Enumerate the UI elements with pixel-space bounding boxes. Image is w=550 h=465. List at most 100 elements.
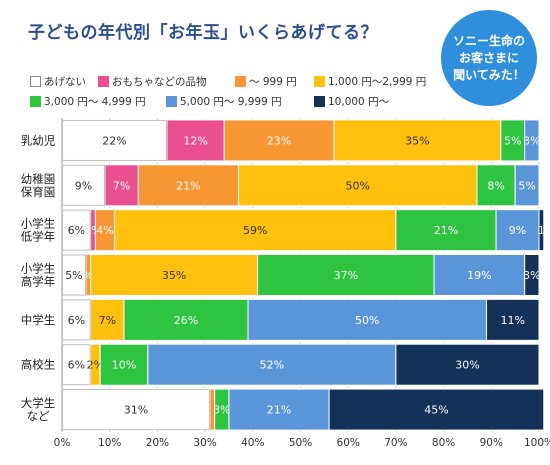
bar-segment [395,343,540,386]
bar-segment [62,389,210,431]
data-label: 23% [267,134,291,147]
badge-line-1: ソニー生命の [452,33,525,48]
badge-line-2: お客さまに [458,50,519,65]
legend-swatch [98,76,109,87]
bar-segment [524,254,540,296]
data-label: 45% [424,404,448,417]
data-label: 21% [176,179,200,192]
data-label: 37% [334,269,358,282]
bar-segment [147,343,397,386]
bar-segment [104,164,139,207]
legend-item-under-1000: ～ 999 円 [235,74,297,89]
data-label: 4% [96,224,113,237]
bar-segment [137,164,239,207]
category-label: 保育園 [21,185,56,199]
data-label: 5% [65,269,82,282]
category-label: 高学年 [21,275,56,289]
data-label: 30% [455,359,479,372]
none-segment-outline [62,299,91,341]
data-label: 3% [213,404,230,417]
data-label: 10% [112,359,136,372]
none-segment-outline [62,344,91,386]
x-tick-label: 80% [432,437,455,449]
category-label: など [27,409,50,423]
data-label: 26% [174,314,198,327]
data-label: 59% [243,224,267,237]
bar-segment [223,119,335,162]
data-label: 12% [183,134,207,147]
none-segment-outline [62,119,167,161]
data-label: 35% [405,134,429,147]
data-label: 21% [434,224,458,237]
data-label: 22% [102,134,126,147]
data-label: 8% [487,179,504,192]
bar-segment [113,209,397,252]
data-label: % [83,269,93,282]
legend-swatch [314,76,325,87]
legend-item-10000-plus: 10,000 円～ [314,94,389,109]
bar-segment [99,343,149,386]
x-tick-label: 20% [146,437,169,449]
legend-item-toys: おもちゃなどの品物 [98,74,207,89]
data-label: 50% [346,179,370,192]
none-segment-outline [62,209,91,251]
data-label: 35% [162,269,186,282]
x-tick-label: 0% [54,437,71,449]
bar-segment [62,119,167,161]
bar-segment [62,254,86,296]
legend-swatch [314,96,325,107]
category-label: 低学年 [21,230,56,244]
bar-segment [166,119,225,162]
promo-badge: ソニー生命の お客さまに 聞いてみた！ [441,10,537,106]
legend-item-1000-2999: 1,000 円～2,999 円 [314,74,426,89]
data-label: 21% [267,404,291,417]
bar-segment [486,298,540,341]
legend-swatch [235,76,246,87]
legend-label: あげない [44,76,86,88]
category-label: 高校生 [21,358,56,372]
category-label: 幼稚園 [21,172,56,186]
category-label: 中学生 [21,313,56,327]
data-label: 11% [501,314,525,327]
bar-segment [476,164,516,207]
x-tick-label: 100% [524,437,550,449]
legend-label: 1,000 円～2,999 円 [328,76,427,88]
bar-segment [538,209,545,252]
chart-title: 子どもの年代別「お年玉」いくらあげてる？ [28,23,378,43]
bar-segment [333,119,502,162]
bar-segment [395,209,497,252]
data-label: 6% [68,314,85,327]
legend-swatch [166,96,177,107]
legend-label: ～ 999 円 [249,76,297,88]
data-label: 5% [518,179,535,192]
none-segment-outline [62,164,105,206]
data-label: 6% [68,359,85,372]
data-label: 6% [68,224,85,237]
data-label: 19% [467,269,491,282]
data-label: 5% [504,134,521,147]
category-label: 大学生 [21,396,56,410]
bar-segment [433,254,526,296]
x-tick-label: 70% [384,437,407,449]
data-label: 7% [99,314,116,327]
legend-label: 5,000 円～ 9,999 円 [180,96,282,108]
none-segment-outline [62,389,210,431]
data-label: 9% [75,179,92,192]
bar-segment [62,209,91,251]
data-label: 3% [523,269,540,282]
badge-line-3: 聞いてみた！ [453,67,525,82]
x-tick-label: 60% [337,437,360,449]
x-tick-label: 90% [480,437,503,449]
data-label: 50% [355,314,379,327]
data-label: 31% [124,404,148,417]
bar-segment [228,388,330,431]
legend-swatch [30,96,41,107]
category-label: 乳幼児 [21,133,56,147]
data-label: 7% [113,179,130,192]
bar-segment [328,388,545,431]
x-tick-label: 50% [289,437,312,449]
data-label: 1 [538,224,545,237]
bar-segment [257,254,435,296]
none-segment-outline [62,254,86,296]
